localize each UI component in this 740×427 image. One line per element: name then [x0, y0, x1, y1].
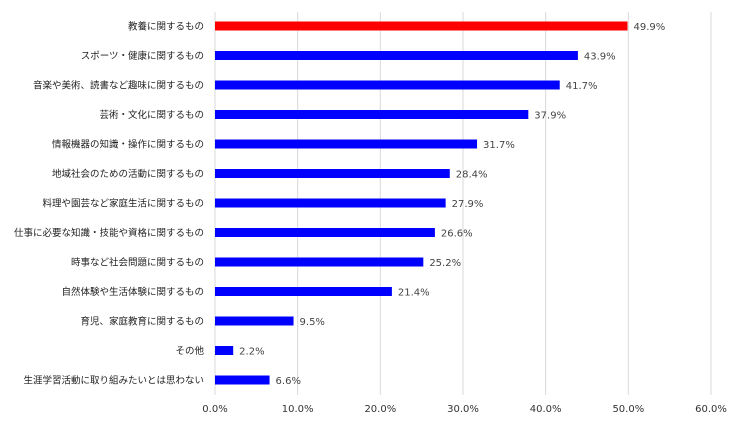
x-tick-label: 30.0% — [447, 404, 479, 415]
bar — [215, 287, 392, 296]
x-tick-label: 60.0% — [695, 404, 727, 415]
data-label: 21.4% — [398, 288, 430, 299]
data-label: 31.7% — [483, 140, 515, 151]
data-label: 28.4% — [456, 170, 488, 181]
data-label: 41.7% — [566, 81, 598, 92]
x-tick-label: 20.0% — [364, 404, 396, 415]
bar — [215, 21, 628, 31]
bar — [215, 228, 435, 237]
bar — [215, 110, 529, 119]
bar — [215, 169, 450, 178]
category-label: 時事など社会問題に関するもの — [71, 257, 204, 269]
bar — [215, 375, 270, 385]
data-label: 49.9% — [634, 22, 666, 33]
data-label: 9.5% — [300, 317, 325, 328]
category-label: 教養に関するもの — [128, 21, 204, 33]
bar — [215, 257, 424, 267]
category-label: 芸術・文化に関するもの — [99, 109, 204, 121]
data-label: 26.6% — [441, 229, 473, 240]
bar — [215, 51, 578, 60]
category-label: スポーツ・健康に関するもの — [81, 50, 204, 62]
bar — [215, 346, 234, 355]
x-tick-label: 0.0% — [202, 404, 227, 415]
bar — [215, 316, 294, 326]
data-label: 25.2% — [429, 258, 461, 269]
data-label: 2.2% — [239, 347, 264, 358]
x-tick-label: 40.0% — [530, 404, 562, 415]
category-label: 音楽や美術、読書など趣味に関するもの — [33, 80, 204, 92]
category-label: その他 — [175, 345, 204, 357]
category-label: 自然体験や生活体験に関するもの — [61, 286, 204, 298]
category-label: 料理や園芸など家庭生活に関するもの — [42, 198, 204, 210]
category-label: 情報機器の知識・操作に関するもの — [52, 139, 204, 151]
x-tick-label: 50.0% — [612, 404, 644, 415]
data-label: 27.9% — [452, 199, 484, 210]
bar — [215, 198, 446, 208]
bar — [215, 80, 560, 90]
data-label: 6.6% — [276, 376, 301, 387]
category-label: 地域社会のための活動に関するもの — [52, 168, 204, 180]
data-label: 37.9% — [534, 111, 566, 122]
bar — [215, 139, 478, 149]
category-label: 仕事に必要な知識・技能や資格に関するもの — [14, 227, 204, 239]
data-label: 43.9% — [584, 52, 616, 63]
x-tick-label: 10.0% — [282, 404, 314, 415]
labels: 0.0% 10.0% 20.0% 30.0% 40.0% 50.0% 60.0% 教養に関する… — [14, 21, 727, 416]
category-label: 育児、家庭教育に関するもの — [80, 316, 204, 328]
bars — [215, 21, 628, 385]
category-label: 生涯学習活動に取り組みたいとは思わない — [23, 375, 204, 387]
